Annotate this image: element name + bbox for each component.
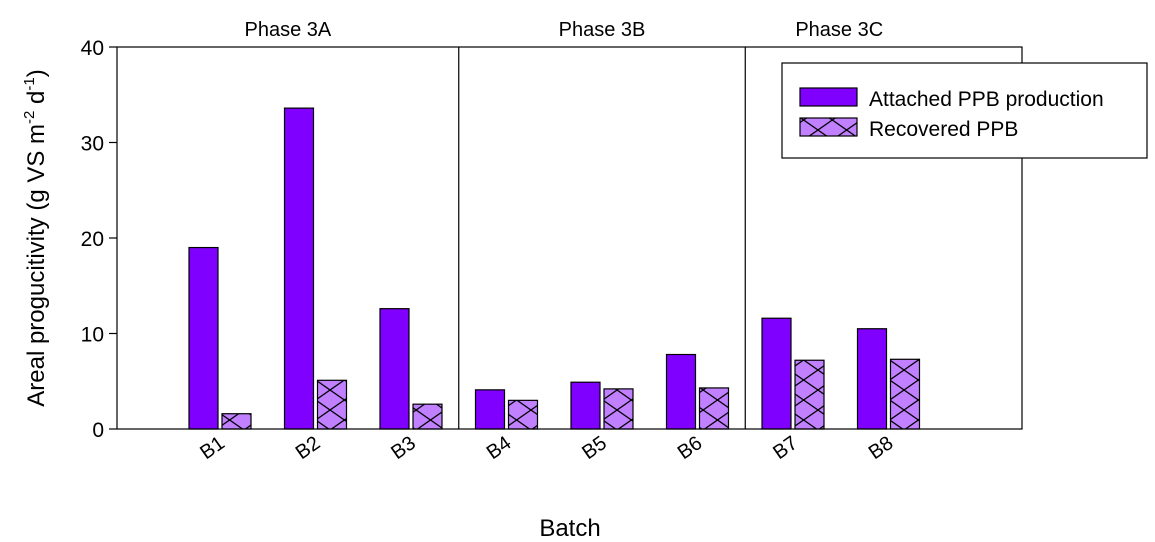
bar-recovered-b7 <box>794 359 825 430</box>
bar-recovered-b1 <box>221 413 252 430</box>
y-tick-label: 20 <box>81 228 104 251</box>
x-tick-label-b1: B1 <box>196 432 229 464</box>
y-axis-label: Areal progucitivity (g VS m-2 d-1) <box>21 69 50 406</box>
y-tick-label: 30 <box>81 133 104 156</box>
x-tick-label-b5: B5 <box>578 432 611 464</box>
x-tick-label-b2: B2 <box>292 432 325 464</box>
y-tick-label: 40 <box>81 37 104 60</box>
y-axis-label-end: ) <box>23 69 50 77</box>
bar-recovered-b6 <box>698 387 730 430</box>
legend: Attached PPB production Recovered PPB <box>781 62 1148 159</box>
x-tick-label-b3: B3 <box>387 432 420 464</box>
phase-label-3c: Phase 3C <box>795 19 883 41</box>
bars-layer <box>188 107 921 430</box>
x-tick-label-b7: B7 <box>769 432 802 464</box>
y-tick-label: 0 <box>92 419 104 442</box>
bar-attached-b8 <box>856 328 888 430</box>
phase-label-3b: Phase 3B <box>559 19 646 41</box>
bar-attached-b4 <box>474 389 506 430</box>
y-tick-label: 10 <box>81 324 104 347</box>
legend-label-recovered: Recovered PPB <box>869 118 1018 141</box>
bar-attached-b1 <box>188 246 219 430</box>
x-axis-label: Batch <box>539 515 600 542</box>
y-axis-ticks: 0 10 20 30 40 <box>81 37 117 442</box>
bar-attached-b7 <box>761 317 792 430</box>
phase-labels: Phase 3A Phase 3B Phase 3C <box>245 19 884 41</box>
bar-recovered-b2 <box>316 379 348 430</box>
x-tick-label-b6: B6 <box>674 432 707 464</box>
bar-recovered-b8 <box>889 358 921 430</box>
legend-swatch-attached <box>799 87 858 107</box>
phase-dividers <box>458 47 746 429</box>
bar-attached-b6 <box>665 353 697 430</box>
x-tick-labels: B1 B2 B3 B4 B5 B6 B7 B8 <box>196 432 897 464</box>
bar-attached-b5 <box>570 381 601 430</box>
bar-recovered-b5 <box>603 388 634 430</box>
y-axis-label-sup2: -1 <box>21 77 38 90</box>
legend-box <box>781 62 1148 159</box>
bar-recovered-b4 <box>507 399 539 430</box>
bar-recovered-b3 <box>412 403 443 430</box>
y-axis-label-sup1: -2 <box>21 111 38 124</box>
y-axis-label-mid: d <box>23 91 50 111</box>
legend-label-attached: Attached PPB production <box>869 88 1104 111</box>
x-tick-label-b8: B8 <box>865 432 898 464</box>
x-tick-label-b4: B4 <box>483 432 516 464</box>
phase-label-3a: Phase 3A <box>245 19 332 41</box>
bar-attached-b2 <box>283 107 315 430</box>
legend-swatch-recovered <box>799 117 858 137</box>
bar-attached-b3 <box>379 308 410 430</box>
